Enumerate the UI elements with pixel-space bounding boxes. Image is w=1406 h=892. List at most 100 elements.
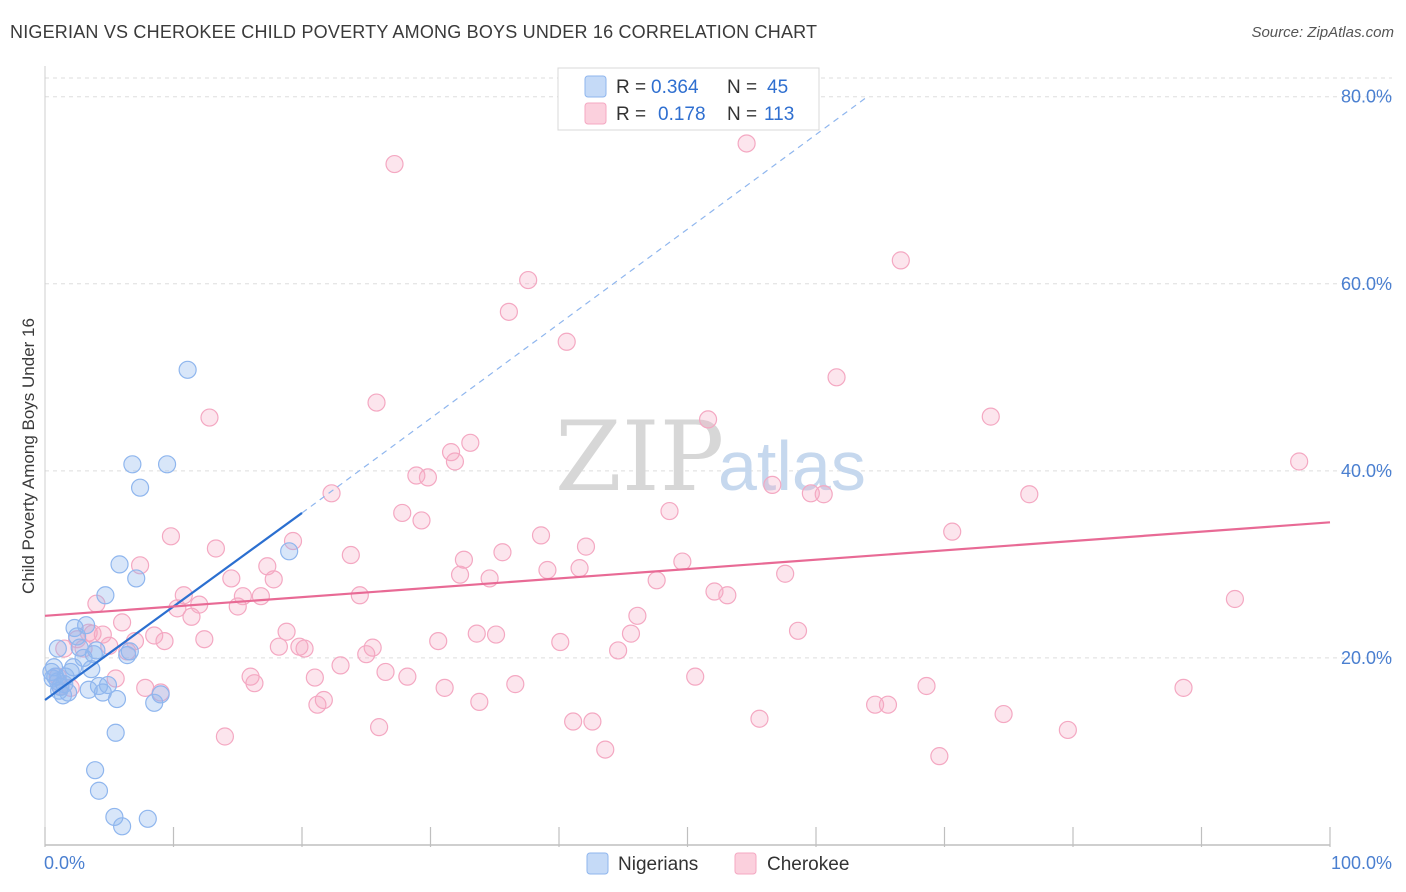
source-label: Source: ZipAtlas.com [1251, 24, 1394, 41]
cherokee-point-17 [145, 626, 164, 645]
cherokee-point-91 [698, 410, 718, 429]
cherokee-point-86 [628, 606, 647, 625]
legend-r-value-2: 0.178 [658, 104, 706, 125]
legend-n-label-1: N = [727, 77, 757, 98]
cherokee-point-81 [576, 537, 596, 556]
nigerian-point-44 [105, 807, 124, 827]
cherokee-point-21 [168, 599, 187, 618]
cherokee-point-98 [788, 621, 808, 640]
cherokee-point-39 [283, 531, 303, 551]
nigerian-point-42 [86, 761, 105, 780]
cherokee-point-113 [1225, 589, 1245, 609]
cherokee-point-67 [467, 624, 486, 643]
cherokee-point-56 [398, 667, 417, 686]
nigerian-point-29 [110, 555, 129, 574]
bottom-legend-cherokee: Cherokee [767, 854, 849, 875]
bottom-legend-nigerians: Nigerians [618, 854, 698, 875]
cherokee-point-96 [763, 475, 782, 494]
nigerian-point-28 [107, 689, 127, 709]
nigerian-point-36 [138, 809, 157, 828]
cherokee-point-27 [206, 539, 226, 558]
cherokee-point-70 [486, 625, 506, 644]
cherokee-point-76 [538, 560, 557, 580]
legend-swatch-nigerians [584, 75, 607, 98]
cherokee-point-109 [994, 704, 1013, 724]
cherokee-point-46 [331, 656, 350, 675]
legend-n-label-2: N = [727, 104, 757, 125]
cherokee-point-57 [407, 466, 426, 485]
cherokee-point-50 [363, 638, 382, 657]
cherokee-point-33 [245, 674, 264, 693]
bottom-legend-swatch-nigerians [586, 852, 609, 875]
gridlines [45, 77, 1392, 659]
bottom-legend: Nigerians Cherokee [586, 852, 849, 875]
legend-r-value-1: 0.364 [651, 77, 699, 98]
cherokee-point-52 [370, 718, 389, 737]
cherokee-point-85 [621, 624, 641, 643]
nigerian-point-18 [77, 616, 96, 635]
cherokee-point-93 [718, 586, 737, 605]
legend: R = 0.364 N = 45 R = 0.178 N = 113 [557, 67, 820, 131]
y-axis-label: Child Poverty Among Boys Under 16 [19, 318, 38, 594]
cherokee-point-38 [277, 622, 296, 641]
cherokee-point-79 [564, 712, 583, 731]
cherokee-point-61 [435, 678, 454, 697]
cherokee-point-95 [750, 709, 769, 728]
cherokee-point-80 [570, 559, 589, 578]
cherokee-point-16 [136, 678, 155, 697]
nigerian-points [42, 360, 299, 836]
cherokee-point-107 [943, 522, 962, 541]
cherokee-point-83 [596, 740, 615, 759]
cherokee-point-37 [269, 637, 288, 656]
cherokee-point-9 [93, 625, 112, 644]
nigerian-point-39 [157, 455, 177, 474]
cherokee-point-29 [222, 569, 241, 588]
cherokee-point-42 [305, 668, 324, 687]
cherokee-point-65 [454, 550, 474, 569]
cherokee-point-53 [376, 662, 395, 682]
watermark-zip: ZIP [555, 401, 724, 513]
nigerian-point-19 [79, 680, 98, 699]
legend-r-label-1: R = [616, 77, 646, 98]
nigerian-point-20 [82, 660, 101, 679]
x-tick-max: 100.0% [1331, 853, 1392, 873]
cherokee-point-62 [441, 443, 461, 462]
cherokee-point-78 [557, 332, 576, 351]
nigerian-point-26 [98, 675, 118, 695]
cherokee-point-44 [314, 690, 333, 710]
cherokee-point-71 [493, 543, 512, 562]
cherokee-point-100 [814, 485, 833, 504]
watermark: ZIP atlas [555, 401, 866, 513]
cherokee-point-35 [258, 557, 277, 576]
nigerian-point-34 [127, 569, 146, 588]
legend-n-value-1: 45 [767, 77, 788, 98]
nigerian-point-22 [87, 641, 106, 660]
nigerian-point-25 [96, 586, 115, 605]
cherokee-point-19 [155, 631, 174, 651]
cherokee-point-103 [878, 695, 898, 714]
cherokee-point-28 [215, 727, 234, 746]
cherokee-point-12 [112, 613, 132, 632]
cherokee-point-104 [891, 251, 910, 270]
cherokee-point-36 [264, 570, 283, 589]
cherokee-point-26 [200, 408, 219, 427]
cherokee-point-20 [161, 527, 181, 546]
watermark-atlas: atlas [718, 427, 866, 505]
cherokee-point-106 [930, 747, 949, 766]
cherokee-point-48 [350, 586, 369, 605]
cherokee-point-51 [367, 393, 386, 412]
cherokee-point-25 [195, 630, 214, 649]
cherokee-points [48, 134, 1309, 766]
cherokee-point-99 [801, 484, 820, 503]
nigerian-point-38 [151, 685, 170, 704]
axes [44, 66, 1331, 847]
cherokee-point-101 [827, 368, 846, 387]
x-tick-min: 0.0% [44, 853, 85, 873]
legend-swatch-cherokee [584, 102, 607, 125]
cherokee-point-114 [1290, 452, 1309, 471]
cherokee-point-59 [418, 468, 438, 487]
cherokee-point-72 [499, 302, 518, 321]
nigerian-point-5 [48, 639, 67, 658]
cherokee-point-112 [1174, 678, 1193, 697]
